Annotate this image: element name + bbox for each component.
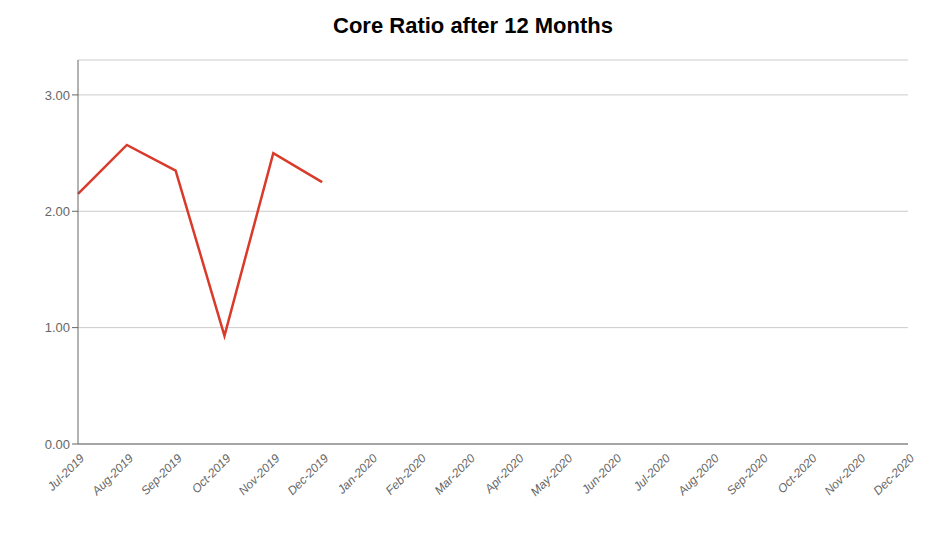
- svg-text:Jun-2020: Jun-2020: [578, 451, 624, 497]
- svg-text:Dec-2020: Dec-2020: [871, 451, 918, 498]
- svg-text:May-2020: May-2020: [528, 451, 576, 499]
- svg-text:0.00: 0.00: [45, 437, 70, 452]
- svg-text:1.00: 1.00: [45, 320, 70, 335]
- svg-text:Apr-2020: Apr-2020: [481, 451, 527, 497]
- svg-text:Aug-2019: Aug-2019: [89, 451, 137, 499]
- svg-text:3.00: 3.00: [45, 88, 70, 103]
- svg-text:Aug-2020: Aug-2020: [674, 451, 722, 499]
- svg-text:Sep-2019: Sep-2019: [138, 451, 185, 498]
- svg-text:Jul-2019: Jul-2019: [44, 451, 87, 494]
- svg-text:Oct-2020: Oct-2020: [775, 451, 820, 496]
- svg-text:Oct-2019: Oct-2019: [189, 451, 234, 496]
- svg-text:Jan-2020: Jan-2020: [334, 451, 380, 497]
- svg-text:Nov-2019: Nov-2019: [236, 451, 283, 498]
- svg-text:Feb-2020: Feb-2020: [383, 451, 429, 497]
- svg-text:Jul-2020: Jul-2020: [630, 451, 673, 494]
- svg-text:Mar-2020: Mar-2020: [432, 451, 478, 497]
- svg-text:Dec-2019: Dec-2019: [285, 451, 332, 498]
- svg-text:Nov-2020: Nov-2020: [822, 451, 869, 498]
- html-text:Core Ratio after 12 Months: Core Ratio after 12 Months: [333, 13, 613, 38]
- svg-text:Sep-2020: Sep-2020: [724, 451, 771, 498]
- svg-text:2.00: 2.00: [45, 204, 70, 219]
